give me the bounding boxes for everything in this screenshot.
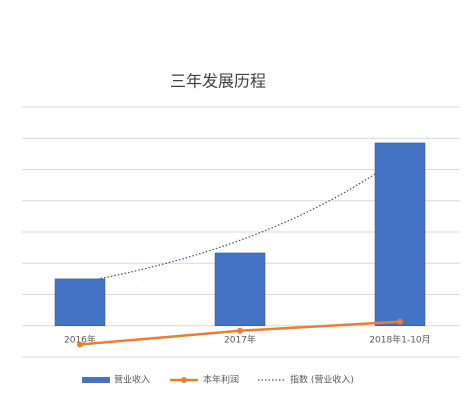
x-tick-label: 2017年	[224, 334, 256, 346]
line-marker	[77, 341, 83, 348]
legend-swatch	[82, 377, 110, 383]
line-marker	[397, 318, 403, 325]
legend-label: 本年利润	[203, 374, 239, 386]
legend-label: 营业收入	[114, 374, 150, 386]
x-tick-label: 2018年1-10月	[369, 334, 430, 346]
line-marker	[237, 327, 243, 334]
legend-swatch	[181, 377, 187, 383]
trendline	[79, 156, 401, 284]
bar	[54, 278, 106, 326]
x-tick-label: 2016年	[64, 334, 96, 346]
bar	[214, 252, 266, 326]
legend-label: 指数 (营业收入)	[290, 374, 354, 386]
chart-title: 三年发展历程	[170, 72, 266, 91]
bar	[374, 142, 426, 326]
